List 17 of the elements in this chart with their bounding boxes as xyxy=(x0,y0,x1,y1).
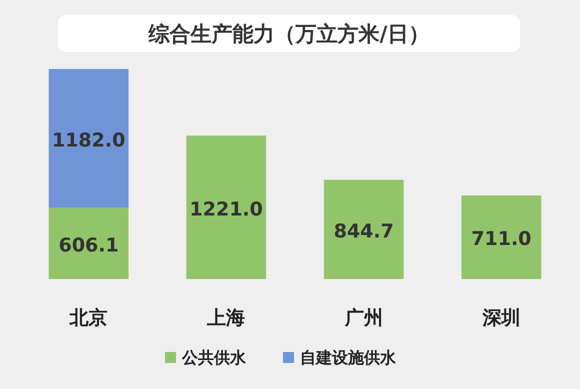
bar xyxy=(461,196,542,279)
legend-label: 自建设施供水 xyxy=(300,348,397,367)
bar xyxy=(48,69,129,208)
data-label: 606.1 xyxy=(58,234,119,256)
chart-title: 综合生产能力（万立方米/日） xyxy=(148,22,430,46)
legend-label: 公共供水 xyxy=(181,348,247,367)
x-tick-label: 上海 xyxy=(206,307,246,329)
data-label: 1221.0 xyxy=(190,198,263,220)
data-label: 711.0 xyxy=(471,228,532,250)
x-tick-label: 北京 xyxy=(68,307,108,329)
bar xyxy=(48,208,129,279)
data-label: 844.7 xyxy=(334,220,394,242)
bar xyxy=(324,180,404,279)
x-tick-label: 深圳 xyxy=(481,307,520,329)
data-label: 1182.0 xyxy=(52,129,126,152)
x-tick-label: 广州 xyxy=(344,307,383,329)
bar xyxy=(186,136,266,279)
